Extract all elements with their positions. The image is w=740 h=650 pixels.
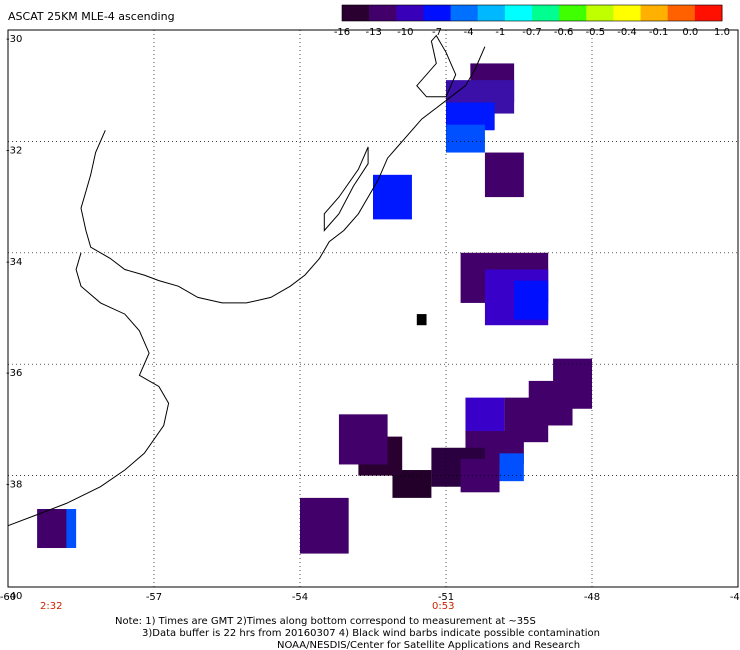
- note-line-1: Note: 1) Times are GMT 2)Times along bot…: [115, 616, 536, 627]
- lon-tick-label: -60: [0, 592, 16, 603]
- colorbar-swatch: [559, 5, 587, 21]
- data-cell: [446, 124, 485, 153]
- colorbar-swatch: [504, 5, 533, 21]
- colorbar-label: -7: [432, 27, 442, 38]
- colorbar-label: -10: [397, 27, 413, 38]
- lon-tick-label: -51: [438, 592, 454, 603]
- plot-frame: [7, 29, 739, 588]
- colorbar-label: -4: [464, 27, 474, 38]
- colorbar-label: -0.5: [586, 27, 606, 38]
- data-cell: [300, 497, 349, 554]
- lon-tick-label: -48: [584, 592, 600, 603]
- colorbar-label: 0.0: [682, 27, 698, 38]
- map-title: ASCAT 25KM MLE-4 ascending: [8, 10, 175, 23]
- lat-tick-label: -38: [6, 480, 22, 491]
- colorbar-swatch: [450, 5, 479, 21]
- colorbar-label: -0.6: [554, 27, 574, 38]
- data-cell: [373, 174, 412, 220]
- colorbar-label: -0.1: [649, 27, 669, 38]
- colorbar-swatch: [369, 5, 397, 21]
- colorbar-swatch: [342, 5, 370, 21]
- note-line-2: 3)Data buffer is 22 hrs from 20160307 4)…: [142, 628, 600, 639]
- colorbar-swatch: [586, 5, 614, 21]
- graticule: [8, 30, 738, 587]
- lat-tick-label: -40: [6, 591, 22, 602]
- colorbar-swatch: [613, 5, 642, 21]
- lat-tick-label: -30: [6, 34, 22, 45]
- lon-tick-label: -45: [730, 592, 740, 603]
- data-cell: [484, 152, 524, 198]
- lagoon-patos: [416, 34, 457, 98]
- lat-tick-label: -32: [6, 145, 22, 156]
- coastline: [7, 34, 486, 527]
- scatterometer-cells: [37, 63, 592, 554]
- colorbar-swatch: [477, 5, 506, 21]
- colorbar-label: -16: [334, 27, 350, 38]
- time-label-center: 0:53: [432, 601, 454, 612]
- colorbar-label: -0.4: [617, 27, 637, 38]
- colorbar-border: [341, 4, 723, 22]
- data-cell: [416, 314, 427, 326]
- lat-tick-label: -36: [6, 368, 22, 379]
- colorbar-swatch: [667, 5, 696, 21]
- colorbar-swatch: [396, 5, 424, 21]
- colorbar: -16 -13 -10 -7 -4 -1 -0.7 -0.6 -0.5 -0.4 -0.1 0.0 1.…: [334, 4, 730, 38]
- colorbar-swatch: [532, 5, 560, 21]
- time-label-left: 2:32: [40, 601, 62, 612]
- note-line-3: NOAA/NESDIS/Center for Satellite Applica…: [277, 640, 580, 650]
- lon-tick-label: -54: [292, 592, 308, 603]
- colorbar-swatch: [640, 5, 669, 21]
- coastline-uruguay-brazil: [80, 46, 486, 304]
- colorbar-label: -13: [365, 27, 381, 38]
- data-cell: [338, 414, 388, 465]
- colorbar-label: -0.7: [522, 27, 542, 38]
- colorbar-swatch: [423, 5, 452, 21]
- lagoon-mirim: [323, 146, 369, 232]
- data-cell: [37, 509, 67, 549]
- colorbar-swatch: [694, 5, 723, 21]
- data-cell: [465, 397, 505, 437]
- colorbar-label: -1: [495, 27, 505, 38]
- data-cell: [514, 280, 549, 320]
- data-cell: [499, 453, 524, 482]
- axis-labels: -60 -57 -54 -51 -48 -45 -30 -32 -34 -36 -38 -40: [0, 34, 740, 603]
- lon-tick-label: -57: [146, 592, 162, 603]
- lat-tick-label: -34: [6, 257, 22, 268]
- colorbar-label: 1.0: [714, 27, 730, 38]
- coastline-argentina: [7, 252, 170, 527]
